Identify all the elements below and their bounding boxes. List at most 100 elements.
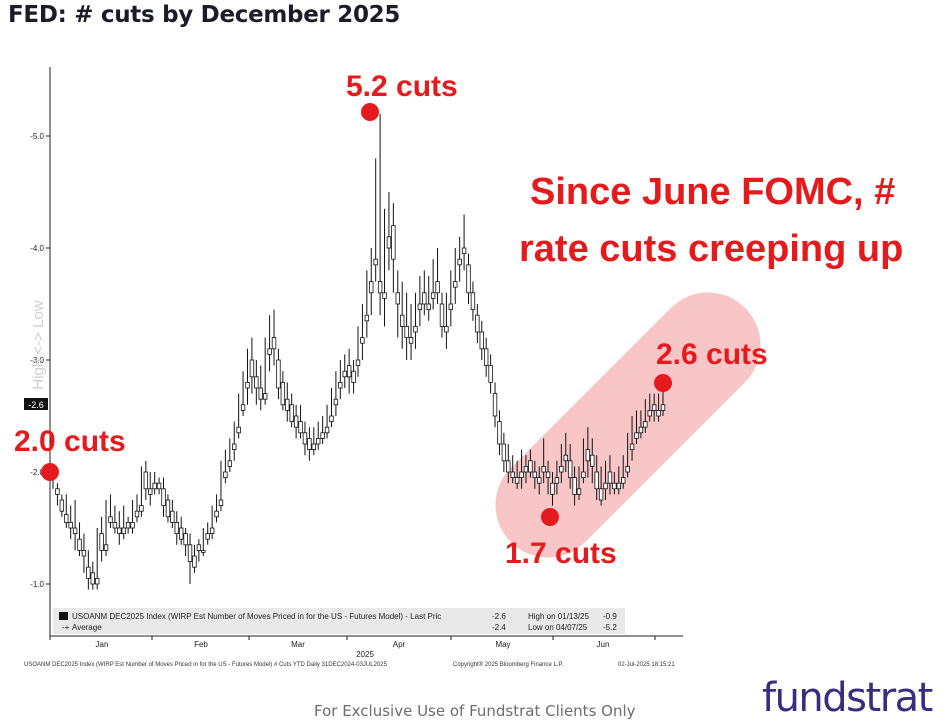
candle-body bbox=[400, 314, 405, 327]
candle-body bbox=[152, 482, 157, 490]
candle-body bbox=[125, 522, 131, 529]
candle-body bbox=[479, 331, 484, 350]
candle-body bbox=[130, 522, 135, 529]
candle-body bbox=[382, 292, 387, 299]
candle-body bbox=[59, 499, 65, 512]
candle-body bbox=[232, 443, 237, 450]
candle-body bbox=[590, 454, 595, 467]
candle-body bbox=[134, 510, 140, 518]
label-2-6-cuts: 2.6 cuts bbox=[656, 338, 768, 371]
candle-body bbox=[161, 488, 166, 506]
legend-low-value: -5.2 bbox=[603, 623, 617, 632]
candle-body bbox=[236, 426, 241, 434]
candle-body bbox=[625, 465, 630, 473]
legend-line2-value: -2.4 bbox=[492, 623, 506, 632]
candle-body bbox=[174, 522, 179, 535]
candle-body bbox=[634, 432, 639, 439]
candle-body bbox=[559, 465, 564, 473]
candle-body bbox=[506, 460, 511, 473]
candle-body bbox=[298, 421, 303, 434]
candle-body bbox=[377, 281, 383, 294]
candles bbox=[50, 113, 666, 590]
source-line: USOANM DEC2025 Index (WIRP Est Number of… bbox=[24, 662, 388, 668]
candle-body bbox=[64, 514, 69, 523]
candle-body bbox=[656, 409, 661, 417]
page-title: FED: # cuts by December 2025 bbox=[8, 2, 401, 28]
candle-body bbox=[501, 443, 507, 462]
label-5-2-cuts: 5.2 cuts bbox=[346, 70, 458, 103]
candle-body bbox=[214, 510, 219, 518]
candle-body bbox=[386, 236, 392, 249]
candle-body bbox=[143, 471, 149, 490]
candle-body bbox=[528, 460, 533, 473]
candle-body bbox=[404, 325, 409, 338]
candle-body bbox=[488, 365, 493, 383]
candle-body bbox=[338, 381, 343, 389]
candle-body bbox=[293, 415, 299, 428]
candle-body bbox=[497, 421, 502, 445]
candle-body bbox=[170, 510, 175, 523]
candle-body bbox=[99, 533, 104, 551]
candle-body bbox=[563, 454, 568, 462]
candle-body bbox=[638, 426, 644, 434]
candle-body bbox=[249, 359, 255, 378]
candle-body bbox=[413, 325, 418, 333]
candle-body bbox=[121, 527, 126, 534]
candle-body bbox=[612, 482, 617, 490]
last-value-tag-bg bbox=[24, 398, 48, 410]
candle-body bbox=[316, 437, 321, 445]
candle-body bbox=[603, 482, 608, 490]
candle-body bbox=[262, 393, 268, 400]
x-tick-label: Apr bbox=[393, 640, 406, 649]
candle-body bbox=[68, 522, 73, 529]
candle-body bbox=[245, 381, 250, 389]
label-1-7-cuts: 1.7 cuts bbox=[505, 537, 617, 570]
candle-body bbox=[554, 477, 560, 484]
candle-body bbox=[267, 348, 272, 355]
copyright: Copyright® 2025 Bloomberg Finance L.P. bbox=[453, 661, 564, 668]
candle-body bbox=[218, 499, 224, 506]
x-ticks: Jan Feb Mar Apr May Jun 2025 bbox=[49, 636, 656, 659]
y-tick-label: -3.0 bbox=[30, 356, 44, 365]
callout-line2: rate cuts creeping up bbox=[519, 228, 903, 270]
candle-body bbox=[581, 471, 586, 478]
x-tick-label: Mar bbox=[291, 640, 305, 649]
legend: USOANM DEC2025 Index (WIRP Est Number of… bbox=[53, 608, 625, 634]
candle-body bbox=[453, 281, 458, 288]
candle-body bbox=[77, 538, 82, 551]
candle-body bbox=[165, 499, 171, 518]
candle-body bbox=[86, 566, 91, 579]
candle-body bbox=[483, 348, 489, 366]
candle-body bbox=[183, 533, 188, 546]
candle-body bbox=[112, 522, 118, 529]
candle-body bbox=[209, 527, 215, 534]
candle-body bbox=[333, 398, 339, 406]
candle-body bbox=[629, 443, 635, 450]
candle-body bbox=[320, 432, 325, 439]
x-tick-label: May bbox=[495, 640, 510, 649]
candle-body bbox=[519, 471, 524, 478]
candle-body bbox=[289, 404, 294, 422]
candle-body bbox=[311, 443, 316, 450]
candle-body bbox=[280, 381, 286, 406]
legend-high-value: -0.9 bbox=[603, 612, 617, 621]
candle-body bbox=[156, 482, 162, 490]
candle-body bbox=[139, 505, 144, 512]
y-tick-label: -2.0 bbox=[30, 468, 44, 477]
candle-body bbox=[103, 544, 109, 551]
candle-body bbox=[342, 370, 347, 378]
marker-2-0-cuts bbox=[41, 463, 59, 481]
candle-body bbox=[545, 471, 551, 478]
legend-line1-value: -2.6 bbox=[492, 612, 506, 621]
legend-line1: USOANM DEC2025 Index (WIRP Est Number of… bbox=[72, 612, 441, 621]
timestamp: 02-Jul-2025 18:15:21 bbox=[618, 662, 675, 668]
candle-body bbox=[373, 258, 378, 266]
candle-body bbox=[223, 471, 228, 478]
candle-body bbox=[461, 247, 467, 254]
candle-body bbox=[369, 281, 374, 294]
callout-line1: Since June FOMC, # bbox=[530, 171, 895, 213]
candle-body bbox=[576, 488, 582, 495]
candle-body bbox=[426, 303, 431, 310]
candle-body bbox=[258, 387, 263, 400]
